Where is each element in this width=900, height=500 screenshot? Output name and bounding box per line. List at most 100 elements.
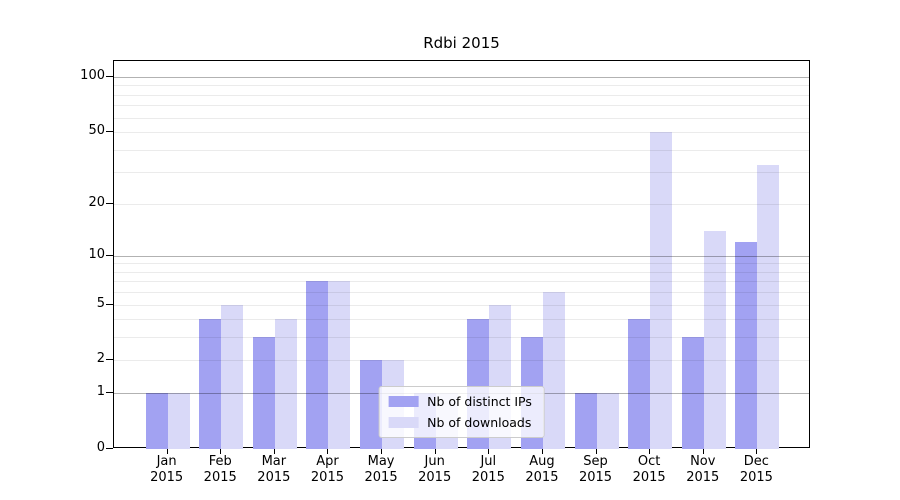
gridline-minor-70	[114, 105, 809, 107]
gridline-minor-50	[114, 132, 809, 134]
legend-swatch-downloads-icon	[388, 417, 419, 428]
xtick-year: 2015	[686, 470, 720, 485]
xtick-month: Jun	[424, 454, 445, 469]
gridline-minor-40	[114, 149, 809, 151]
gridline-minor-60	[114, 117, 809, 119]
xtick-mark-aug	[541, 448, 543, 454]
ytick-label-10: 10	[88, 246, 105, 262]
xtick-month: Sep	[583, 454, 608, 469]
xtick-mark-apr	[327, 448, 329, 454]
xtick-label-aug: Aug 2015	[510, 454, 574, 486]
gridline-major-100	[114, 76, 809, 78]
bar-distinct-ips-oct	[628, 319, 651, 449]
bar-downloads-dec	[757, 164, 780, 449]
ytick-label-50: 50	[88, 123, 105, 139]
xtick-year: 2015	[364, 470, 398, 485]
bar-downloads-nov	[703, 230, 726, 449]
xtick-label-apr: Apr 2015	[295, 454, 359, 486]
xtick-year: 2015	[310, 470, 344, 485]
ytick-label-1: 1	[96, 384, 105, 400]
bar-downloads-feb	[221, 304, 244, 449]
gridline-minor-20	[114, 203, 809, 205]
xtick-year: 2015	[739, 470, 773, 485]
xtick-mark-oct	[649, 448, 651, 454]
ytick-label-100: 100	[80, 67, 105, 83]
xtick-label-feb: Feb 2015	[188, 454, 252, 486]
ytick-label-5: 5	[96, 295, 105, 311]
bar-distinct-ips-nov	[681, 337, 704, 449]
xtick-mark-dec	[756, 448, 758, 454]
ytick-mark-20	[106, 202, 113, 204]
ytick-mark-1	[106, 392, 113, 394]
bar-distinct-ips-sep	[574, 393, 597, 449]
xtick-label-sep: Sep 2015	[564, 454, 628, 486]
ytick-mark-0	[106, 448, 113, 449]
gridline-minor-80	[114, 94, 809, 96]
ytick-label-0: 0	[96, 440, 105, 455]
xtick-label-jun: Jun 2015	[403, 454, 467, 486]
xtick-year: 2015	[418, 470, 452, 485]
gridline-minor-90	[114, 85, 809, 87]
xtick-mark-sep	[595, 448, 597, 454]
xtick-label-jan: Jan 2015	[135, 454, 199, 486]
legend: Nb of distinct IPs Nb of downloads	[378, 386, 545, 438]
xtick-month: Oct	[637, 454, 661, 469]
xtick-month: Mar	[261, 454, 287, 469]
xtick-label-jul: Jul 2015	[456, 454, 520, 486]
legend-label-distinct-ips: Nb of distinct IPs	[427, 394, 532, 409]
xtick-year: 2015	[578, 470, 613, 485]
plot-area: Nb of distinct IPs Nb of downloads	[113, 60, 810, 449]
xtick-year: 2015	[150, 470, 184, 485]
xtick-label-may: May 2015	[349, 454, 413, 486]
bar-downloads-sep	[596, 393, 619, 449]
bar-distinct-ips-apr	[306, 281, 329, 449]
xtick-mark-nov	[702, 448, 704, 454]
bar-distinct-ips-may	[360, 360, 383, 449]
xtick-label-nov: Nov 2015	[671, 454, 735, 486]
xtick-month: Apr	[316, 454, 339, 469]
xtick-month: Dec	[743, 454, 769, 469]
xtick-year: 2015	[203, 470, 237, 485]
chart-title: Rdbi 2015	[423, 34, 500, 52]
bar-distinct-ips-jan	[145, 393, 168, 449]
legend-label-downloads: Nb of downloads	[427, 415, 532, 430]
xtick-label-oct: Oct 2015	[617, 454, 681, 486]
ytick-mark-100	[106, 75, 113, 77]
bar-distinct-ips-feb	[199, 319, 222, 449]
xtick-year: 2015	[525, 470, 559, 485]
bar-distinct-ips-mar	[252, 337, 275, 449]
bar-distinct-ips-dec	[735, 242, 758, 449]
xtick-month: Jul	[480, 454, 497, 469]
xtick-month: Jan	[156, 454, 177, 469]
ytick-mark-50	[106, 131, 113, 133]
ytick-label-20: 20	[88, 194, 105, 210]
xtick-year: 2015	[257, 470, 291, 485]
xtick-mark-jan	[166, 448, 168, 454]
xtick-label-dec: Dec 2015	[724, 454, 788, 486]
bar-downloads-jan	[167, 393, 190, 449]
xtick-year: 2015	[471, 470, 505, 485]
xtick-label-mar: Mar 2015	[242, 454, 306, 486]
xtick-mark-may	[381, 448, 383, 454]
xtick-month: Feb	[208, 454, 232, 469]
xtick-mark-mar	[273, 448, 275, 454]
bar-downloads-oct	[650, 132, 673, 449]
ytick-mark-10	[106, 254, 113, 256]
gridline-minor-30	[114, 172, 809, 174]
bar-downloads-apr	[328, 281, 351, 449]
legend-item-distinct-ips: Nb of distinct IPs	[388, 394, 532, 409]
ytick-mark-2	[106, 359, 113, 361]
ytick-label-2: 2	[96, 351, 105, 367]
ytick-mark-5	[106, 303, 113, 305]
xtick-year: 2015	[632, 470, 666, 485]
legend-swatch-distinct-ips-icon	[388, 396, 419, 407]
xtick-mark-jun	[434, 448, 436, 454]
bar-downloads-mar	[274, 319, 297, 449]
xtick-month: Aug	[529, 454, 555, 469]
xtick-month: May	[367, 454, 395, 469]
bar-downloads-aug	[542, 292, 565, 449]
xtick-mark-jul	[488, 448, 490, 454]
xtick-mark-feb	[220, 448, 222, 454]
xtick-month: Nov	[690, 454, 716, 469]
